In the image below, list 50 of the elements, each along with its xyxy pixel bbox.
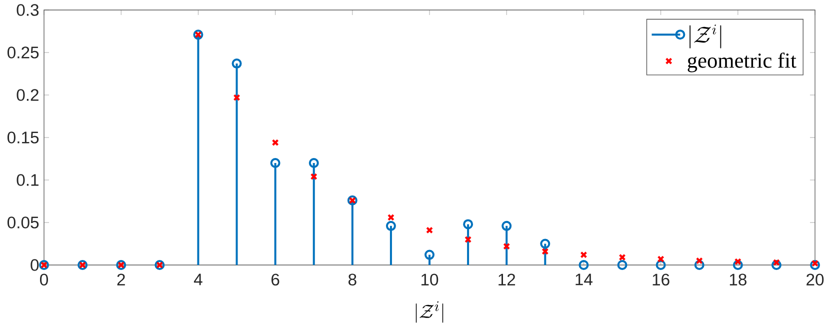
point bbox=[771, 260, 782, 270]
point bbox=[503, 242, 510, 250]
x-tick-label: 10 bbox=[422, 274, 438, 286]
y-tick-label: 0.3 bbox=[16, 4, 39, 16]
point bbox=[618, 254, 626, 261]
point bbox=[734, 258, 742, 266]
point bbox=[540, 238, 550, 249]
point bbox=[656, 260, 666, 270]
x-tick-label: 14 bbox=[576, 274, 592, 286]
y-tick-label: 0.1 bbox=[16, 174, 38, 186]
legend-label: $|\mathcal{Z}^i|$ bbox=[690, 24, 722, 48]
point bbox=[772, 258, 780, 266]
point bbox=[386, 220, 396, 231]
x-tick-label: 18 bbox=[730, 274, 746, 286]
y-tick-label: 0 bbox=[30, 259, 39, 271]
y-tick-label: 0.25 bbox=[8, 46, 39, 58]
x-axis-title: $|\mathcal{Z}^i|$ bbox=[416, 301, 444, 323]
point bbox=[426, 226, 434, 234]
point bbox=[270, 158, 280, 168]
point bbox=[387, 214, 394, 221]
x-tick-label: 2 bbox=[117, 274, 125, 286]
point bbox=[657, 256, 664, 263]
point bbox=[578, 260, 589, 270]
y-tick-label: 0.05 bbox=[8, 216, 39, 228]
x-tick-label: 12 bbox=[498, 274, 516, 286]
point bbox=[464, 236, 472, 244]
y-tick-label: 0.2 bbox=[16, 89, 38, 101]
point bbox=[310, 173, 318, 180]
point bbox=[424, 250, 435, 260]
x-tick-label: 20 bbox=[806, 274, 824, 286]
point bbox=[502, 220, 512, 231]
point bbox=[542, 248, 549, 255]
point bbox=[694, 260, 704, 270]
x-tick-label: 6 bbox=[272, 274, 280, 286]
x-tick-label: 4 bbox=[194, 274, 202, 286]
x-tick-label: 0 bbox=[40, 274, 48, 286]
point bbox=[580, 251, 588, 258]
legend-label: geometric fit bbox=[688, 52, 796, 72]
point bbox=[617, 260, 628, 270]
point bbox=[732, 260, 743, 270]
point bbox=[811, 260, 819, 267]
point bbox=[696, 257, 703, 264]
point bbox=[272, 139, 279, 146]
y-tick-label: 0.15 bbox=[8, 132, 39, 144]
x-tick-label: 16 bbox=[652, 274, 670, 286]
x-tick-label: 8 bbox=[348, 274, 356, 286]
point bbox=[232, 58, 242, 69]
point bbox=[233, 94, 240, 102]
point bbox=[308, 158, 319, 168]
point bbox=[463, 219, 474, 230]
